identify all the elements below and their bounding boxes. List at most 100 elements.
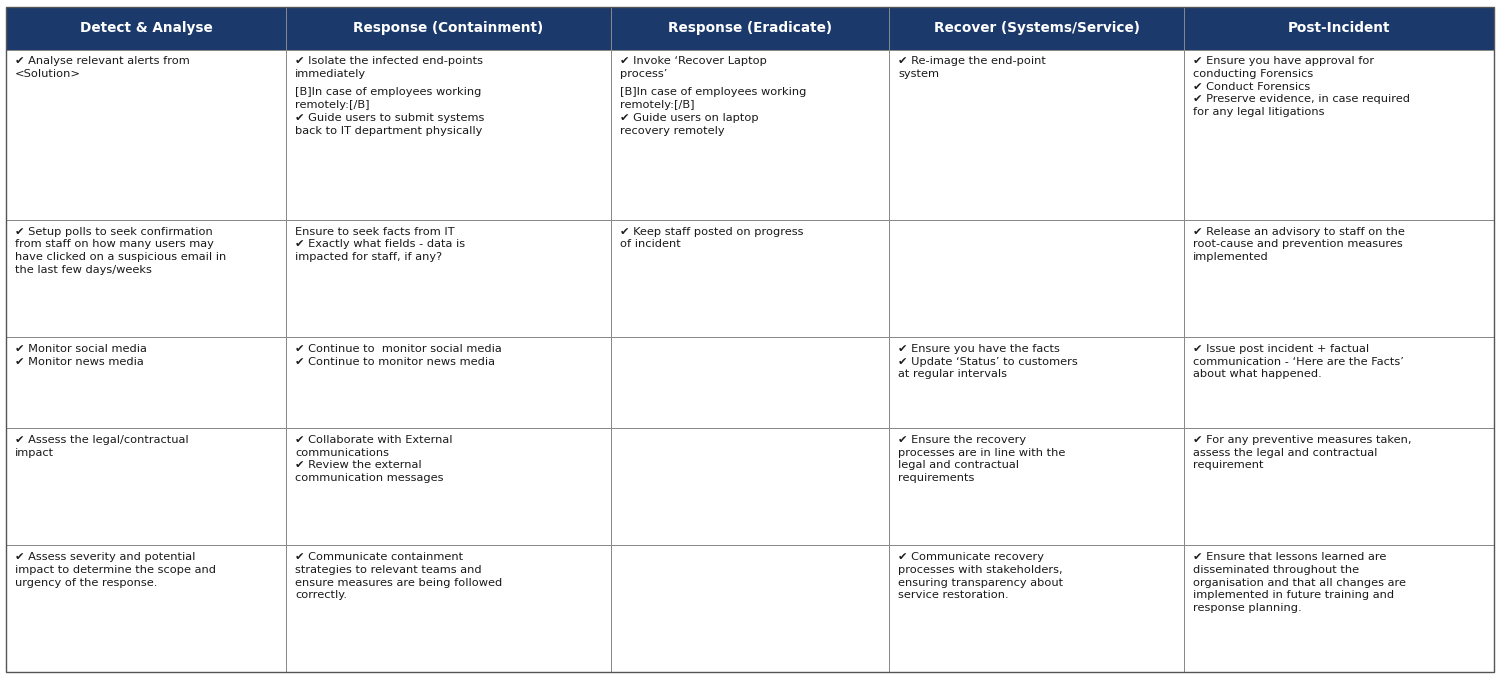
Bar <box>890 428 1184 545</box>
Bar <box>610 7 890 50</box>
Text: ✔ Ensure you have approval for: ✔ Ensure you have approval for <box>1192 56 1374 67</box>
Text: response planning.: response planning. <box>1192 603 1302 613</box>
Text: ✔ Communicate recovery: ✔ Communicate recovery <box>898 552 1044 562</box>
Text: impact: impact <box>15 447 54 458</box>
Text: ✔ Isolate the infected end-points: ✔ Isolate the infected end-points <box>296 56 483 67</box>
Bar <box>286 337 610 428</box>
Text: disseminated throughout the: disseminated throughout the <box>1192 565 1359 575</box>
Text: ✔ Exactly what fields - data is: ✔ Exactly what fields - data is <box>296 240 465 249</box>
Bar <box>610 220 890 337</box>
Text: ✔ Re-image the end-point: ✔ Re-image the end-point <box>898 56 1046 67</box>
Bar <box>610 50 890 220</box>
Bar <box>286 545 610 672</box>
Bar <box>6 337 286 428</box>
Text: requirements: requirements <box>898 473 975 483</box>
Text: ✔ Collaborate with External: ✔ Collaborate with External <box>296 435 453 445</box>
Text: [B]In case of employees working: [B]In case of employees working <box>296 88 482 98</box>
Text: assess the legal and contractual: assess the legal and contractual <box>1192 447 1377 458</box>
Bar <box>610 337 890 428</box>
Text: immediately: immediately <box>296 69 366 79</box>
Text: Recover (Systems/Service): Recover (Systems/Service) <box>934 21 1140 35</box>
Text: ensure measures are being followed: ensure measures are being followed <box>296 578 502 587</box>
Text: ✔ Keep staff posted on progress: ✔ Keep staff posted on progress <box>620 227 803 237</box>
Text: for any legal litigations: for any legal litigations <box>1192 107 1324 117</box>
Text: ✔ Ensure the recovery: ✔ Ensure the recovery <box>898 435 1026 445</box>
Text: ✔ Monitor social media: ✔ Monitor social media <box>15 344 147 354</box>
Text: root-cause and prevention measures: root-cause and prevention measures <box>1192 240 1402 249</box>
Text: communications: communications <box>296 447 388 458</box>
Text: Detect & Analyse: Detect & Analyse <box>80 21 213 35</box>
Bar <box>890 7 1184 50</box>
Text: remotely:[/B]: remotely:[/B] <box>620 100 695 110</box>
Text: ✔ Invoke ‘Recover Laptop: ✔ Invoke ‘Recover Laptop <box>620 56 766 67</box>
Text: conducting Forensics: conducting Forensics <box>1192 69 1314 79</box>
Text: strategies to relevant teams and: strategies to relevant teams and <box>296 565 482 575</box>
Text: requirement: requirement <box>1192 460 1263 471</box>
Text: have clicked on a suspicious email in: have clicked on a suspicious email in <box>15 252 226 262</box>
Bar <box>890 337 1184 428</box>
Text: impact to determine the scope and: impact to determine the scope and <box>15 565 216 575</box>
Text: of incident: of incident <box>620 240 681 249</box>
Text: ✔ Update ‘Status’ to customers: ✔ Update ‘Status’ to customers <box>898 356 1078 367</box>
Bar <box>1184 7 1494 50</box>
Bar <box>610 545 890 672</box>
Text: ✔ Ensure that lessons learned are: ✔ Ensure that lessons learned are <box>1192 552 1386 562</box>
Bar <box>286 220 610 337</box>
Text: ✔ Issue post incident + factual: ✔ Issue post incident + factual <box>1192 344 1370 354</box>
Bar <box>6 428 286 545</box>
Text: <Solution>: <Solution> <box>15 69 81 79</box>
Text: ✔ Assess the legal/contractual: ✔ Assess the legal/contractual <box>15 435 189 445</box>
Text: ✔ Guide users to submit systems: ✔ Guide users to submit systems <box>296 113 484 123</box>
Bar <box>610 428 890 545</box>
Text: process’: process’ <box>620 69 668 79</box>
Text: ✔ Analyse relevant alerts from: ✔ Analyse relevant alerts from <box>15 56 189 67</box>
Text: impacted for staff, if any?: impacted for staff, if any? <box>296 252 442 262</box>
Text: service restoration.: service restoration. <box>898 590 1010 600</box>
Text: implemented: implemented <box>1192 252 1269 262</box>
Text: ✔ Setup polls to seek confirmation: ✔ Setup polls to seek confirmation <box>15 227 213 237</box>
Text: processes with stakeholders,: processes with stakeholders, <box>898 565 1064 575</box>
Bar <box>286 7 610 50</box>
Text: Post-Incident: Post-Incident <box>1288 21 1390 35</box>
Text: [B]In case of employees working: [B]In case of employees working <box>620 88 806 98</box>
Bar <box>890 545 1184 672</box>
Text: ✔ Monitor news media: ✔ Monitor news media <box>15 356 144 367</box>
Text: ensuring transparency about: ensuring transparency about <box>898 578 1064 587</box>
Text: from staff on how many users may: from staff on how many users may <box>15 240 214 249</box>
Text: communication - ‘Here are the Facts’: communication - ‘Here are the Facts’ <box>1192 356 1404 367</box>
Bar <box>6 545 286 672</box>
Text: processes are in line with the: processes are in line with the <box>898 447 1065 458</box>
Text: ✔ For any preventive measures taken,: ✔ For any preventive measures taken, <box>1192 435 1411 445</box>
Text: the last few days/weeks: the last few days/weeks <box>15 265 152 275</box>
Bar <box>1184 50 1494 220</box>
Text: remotely:[/B]: remotely:[/B] <box>296 100 369 110</box>
Text: ✔ Continue to monitor news media: ✔ Continue to monitor news media <box>296 356 495 367</box>
Text: Response (Eradicate): Response (Eradicate) <box>668 21 832 35</box>
Text: about what happened.: about what happened. <box>1192 369 1322 380</box>
Bar <box>6 220 286 337</box>
Text: Ensure to seek facts from IT: Ensure to seek facts from IT <box>296 227 454 237</box>
Text: legal and contractual: legal and contractual <box>898 460 1020 471</box>
Bar <box>1184 545 1494 672</box>
Bar <box>1184 337 1494 428</box>
Bar <box>286 50 610 220</box>
Bar <box>6 50 286 220</box>
Text: recovery remotely: recovery remotely <box>620 126 724 136</box>
Text: system: system <box>898 69 939 79</box>
Text: urgency of the response.: urgency of the response. <box>15 578 158 587</box>
Text: correctly.: correctly. <box>296 590 346 600</box>
Text: ✔ Assess severity and potential: ✔ Assess severity and potential <box>15 552 195 562</box>
Text: back to IT department physically: back to IT department physically <box>296 126 483 136</box>
Bar <box>6 7 286 50</box>
Text: ✔ Communicate containment: ✔ Communicate containment <box>296 552 464 562</box>
Text: ✔ Review the external: ✔ Review the external <box>296 460 422 471</box>
Bar <box>890 220 1184 337</box>
Text: at regular intervals: at regular intervals <box>898 369 1008 380</box>
Bar <box>1184 428 1494 545</box>
Text: communication messages: communication messages <box>296 473 444 483</box>
Text: ✔ Ensure you have the facts: ✔ Ensure you have the facts <box>898 344 1060 354</box>
Bar <box>890 50 1184 220</box>
Bar <box>286 428 610 545</box>
Text: ✔ Continue to  monitor social media: ✔ Continue to monitor social media <box>296 344 502 354</box>
Text: Response (Containment): Response (Containment) <box>354 21 543 35</box>
